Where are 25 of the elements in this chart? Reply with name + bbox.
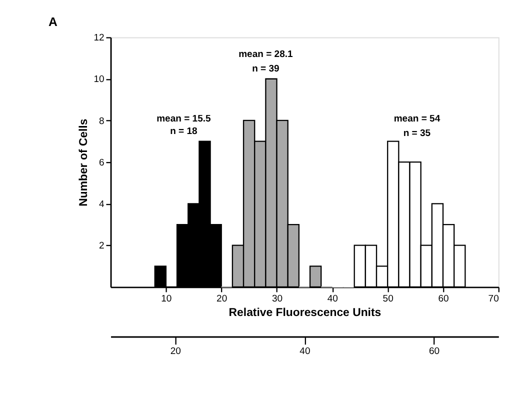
annotation: n = 35 [403, 128, 432, 139]
x-tick-label: 60 [438, 294, 449, 305]
y-tick-label: 10 [94, 74, 104, 86]
x-tick-label: 30 [272, 294, 283, 305]
x-tick-label: 40 [327, 294, 338, 305]
annotation: n = 18 [170, 126, 198, 137]
y-tick-label: 2 [99, 240, 104, 252]
annotation: mean = 28.1 [238, 48, 294, 60]
x-tick-label: 10 [161, 294, 172, 305]
x-tick-label: 50 [382, 294, 394, 305]
x2-tick-label: 20 [170, 346, 181, 358]
x-tick-label: 20 [216, 294, 228, 305]
y-axis-title: Number of Cells [78, 118, 90, 206]
y-tick-label: 8 [99, 116, 104, 127]
x-tick-label: 70 [488, 294, 499, 305]
annotation: mean = 15.5 [156, 113, 212, 124]
annotation: n = 39 [252, 63, 280, 74]
x2-tick-label: 60 [428, 346, 440, 358]
annotation: mean = 54 [394, 113, 441, 124]
y-tick-label: 12 [94, 32, 104, 44]
y-tick-label: 4 [99, 199, 106, 210]
x-axis-title: Relative Fluorescence Units [228, 307, 382, 320]
chart-title: A [48, 14, 58, 29]
x2-tick-label: 40 [300, 346, 310, 358]
y-tick-label: 6 [99, 157, 104, 168]
